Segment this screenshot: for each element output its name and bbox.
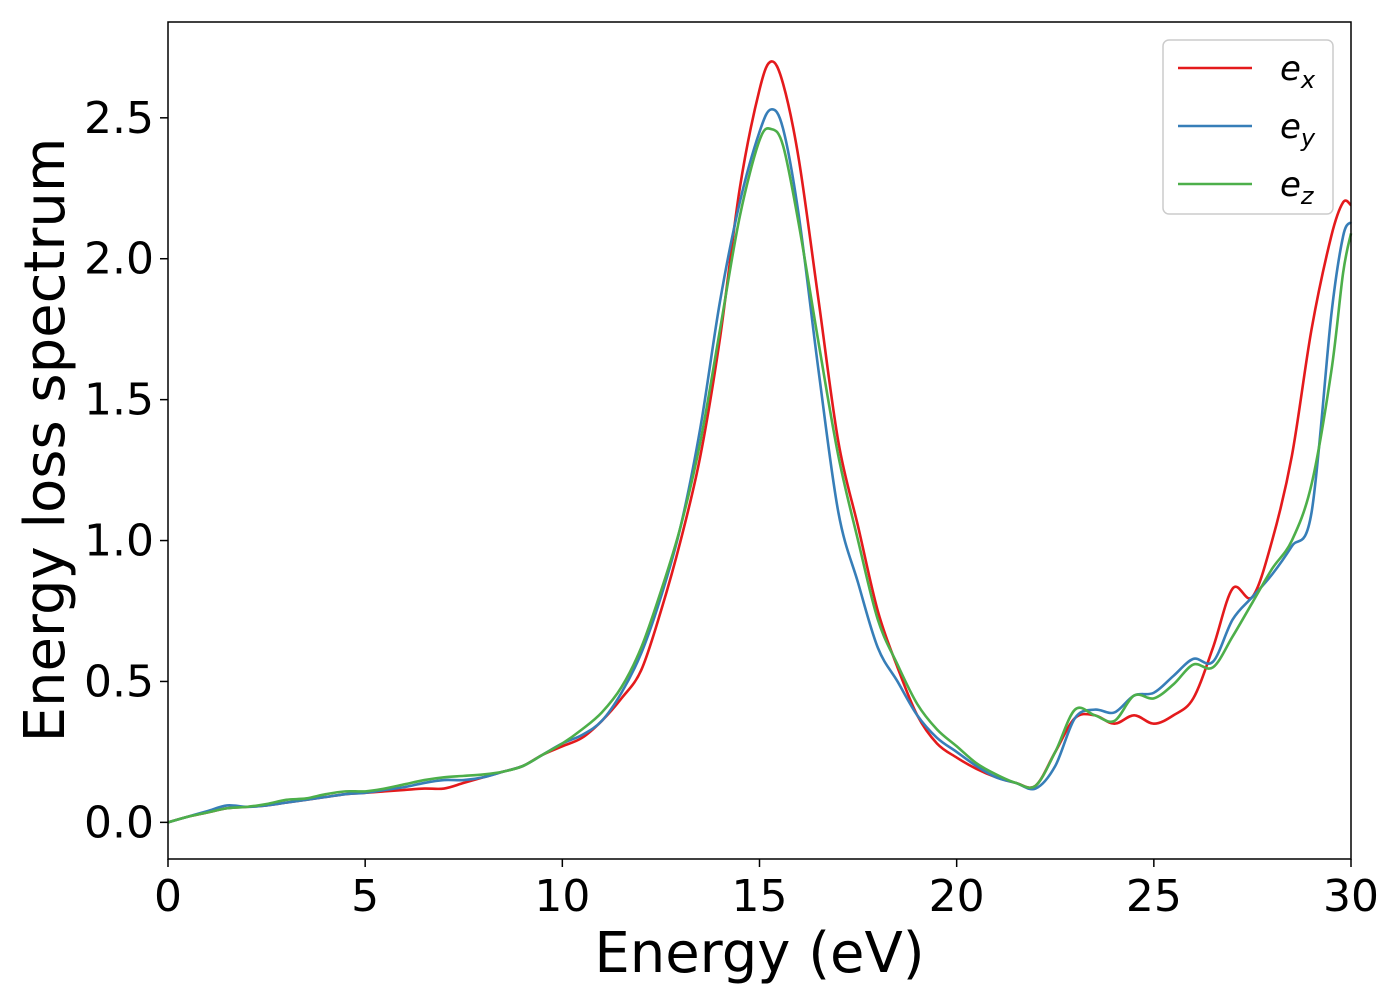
series-line-z xyxy=(167,127,1353,824)
x-tick-label: 30 xyxy=(1323,871,1379,922)
legend: ex ey ez xyxy=(1162,39,1334,215)
plot-area xyxy=(168,22,1351,859)
x-tick-label: 25 xyxy=(1126,871,1182,922)
x-tick-label: 20 xyxy=(929,871,985,922)
legend-label-x: ex xyxy=(1280,49,1316,94)
series-line-y xyxy=(167,108,1353,824)
x-tick-label: 5 xyxy=(351,871,379,922)
x-tick-label: 10 xyxy=(534,871,590,922)
y-axis: 0.0 0.5 1.0 1.5 2.0 2.5 xyxy=(84,93,168,848)
plot-frame xyxy=(167,21,1352,860)
x-tick-label: 0 xyxy=(154,871,182,922)
y-tick-label: 1.5 xyxy=(84,375,154,426)
series-layer xyxy=(167,60,1353,824)
x-axis-title: Energy (eV) xyxy=(594,921,924,986)
y-tick-label: 2.5 xyxy=(84,93,154,144)
y-tick-label: 1.0 xyxy=(84,516,154,567)
y-tick-label: 2.0 xyxy=(84,234,154,285)
y-axis-title: Energy loss spectrum xyxy=(13,138,78,743)
x-tick-label: 15 xyxy=(732,871,788,922)
y-tick-label: 0.0 xyxy=(84,797,154,848)
x-axis: 0 5 10 15 20 25 30 xyxy=(154,859,1379,922)
legend-label-z: ez xyxy=(1280,165,1315,210)
legend-label-y: ey xyxy=(1280,107,1316,152)
y-tick-label: 0.5 xyxy=(84,656,154,707)
series-line-x xyxy=(167,60,1352,824)
